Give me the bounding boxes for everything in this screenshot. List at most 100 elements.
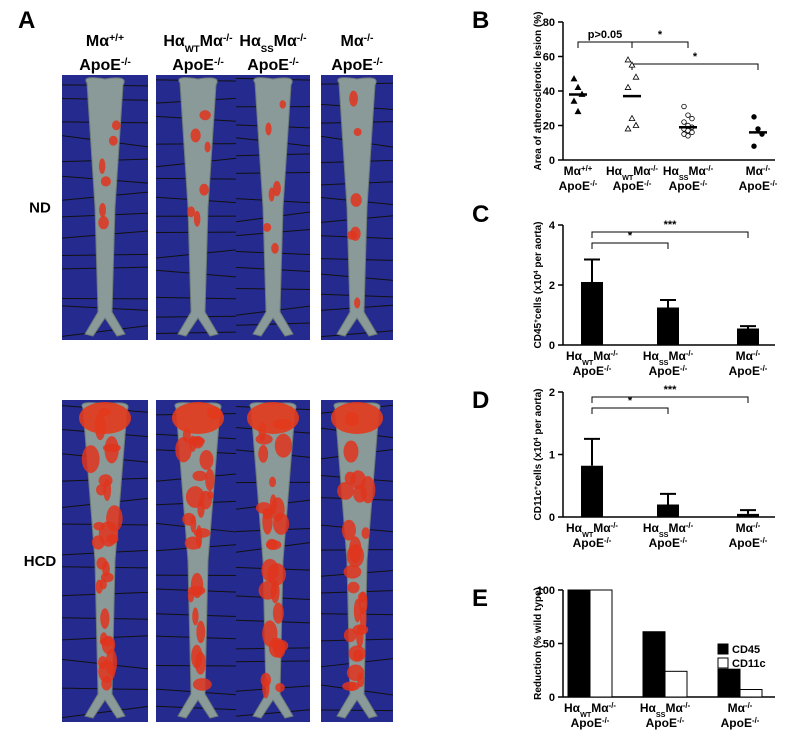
text-segment: ApoE <box>649 536 680 550</box>
panel-label: A <box>18 7 35 34</box>
pin-line <box>155 331 241 334</box>
lesion <box>348 645 366 662</box>
lesion <box>255 502 272 514</box>
y-tick-label: 40 <box>543 86 555 98</box>
x-tick-label: ApoE-/- <box>573 364 612 379</box>
lesion <box>207 490 214 500</box>
lesion <box>341 519 356 541</box>
text-segment: 4 <box>533 270 540 274</box>
text-segment: Mα <box>593 349 611 363</box>
text-segment: SS <box>659 530 669 539</box>
significance-label: * <box>628 230 633 242</box>
y-tick-label: 20 <box>543 121 555 133</box>
lesion <box>269 476 277 488</box>
text-segment: Hα <box>239 33 261 50</box>
significance-label: * <box>628 395 633 407</box>
y-tick-label: 2 <box>549 387 555 399</box>
bar <box>737 513 759 517</box>
row-label: ND <box>29 200 51 217</box>
x-tick-label: Mα-/- <box>736 349 761 364</box>
lesion <box>258 444 269 463</box>
significance-label: p>0.05 <box>588 29 623 41</box>
text-segment: 4 <box>533 437 540 441</box>
text-segment: -/- <box>604 536 612 545</box>
legend-swatch <box>717 657 729 669</box>
lesion <box>347 581 360 594</box>
text-segment: Hα <box>643 521 660 535</box>
text-segment: WT <box>582 530 594 539</box>
y-tick-label: 0 <box>549 512 555 524</box>
text-segment: WT <box>185 44 200 55</box>
column-header: ApoE-/- <box>79 57 131 75</box>
lesion <box>255 433 273 445</box>
lesion <box>272 602 284 624</box>
text-segment: ApoE <box>79 57 121 74</box>
text-segment: Hα <box>564 701 581 715</box>
data-point <box>755 126 761 132</box>
significance-bracket <box>577 41 633 48</box>
lesion <box>343 564 362 579</box>
x-tick-label: Mα+/+ <box>564 164 593 179</box>
lesion <box>192 678 212 691</box>
text-segment: -/- <box>753 521 761 530</box>
text-segment: ApoE <box>331 57 373 74</box>
x-tick-label: HαWTMα-/- <box>566 349 618 367</box>
x-tick-label: Mα-/- <box>728 701 753 716</box>
lesion <box>100 176 111 187</box>
data-point <box>632 73 640 80</box>
x-tick-label: HαWTMα-/- <box>606 164 658 182</box>
data-point <box>681 103 687 110</box>
lesion <box>98 216 109 230</box>
data-point <box>570 75 578 82</box>
text-segment: per aorta) <box>533 389 544 438</box>
significance-label: *** <box>664 219 678 231</box>
lesion <box>182 512 196 526</box>
y-tick-label: 50 <box>543 639 555 651</box>
text-segment: -/- <box>223 33 233 44</box>
column-header: Mα+/+ <box>86 33 124 51</box>
aorta-photo <box>61 400 149 722</box>
lesion <box>205 468 215 492</box>
lesion <box>199 183 209 196</box>
panel-label: D <box>472 387 489 414</box>
bar <box>739 689 763 698</box>
data-point <box>628 114 636 121</box>
lesion <box>344 471 356 485</box>
lesion <box>279 100 287 109</box>
lesion <box>357 672 365 688</box>
pin-line <box>155 705 241 711</box>
text-segment: cells (x10 <box>533 441 544 486</box>
bar <box>642 631 666 698</box>
text-segment: -/- <box>770 179 778 188</box>
data-point <box>570 97 578 104</box>
panel-label: C <box>472 201 489 228</box>
lesion <box>111 120 121 131</box>
text-segment: Hα <box>640 701 657 715</box>
lesion <box>262 677 270 699</box>
significance-label: *** <box>664 384 678 396</box>
y-axis-label: Reduction (% wild type) <box>533 587 544 700</box>
text-segment: WT <box>580 710 592 719</box>
text-segment: -/- <box>686 521 694 530</box>
lesion <box>99 202 107 218</box>
text-segment: + <box>533 319 540 323</box>
data-point <box>685 133 691 139</box>
text-segment: -/- <box>602 716 610 725</box>
significance-bracket <box>591 242 669 249</box>
lesion <box>262 222 272 232</box>
text-segment: Mα <box>274 33 297 50</box>
lesion <box>353 127 362 137</box>
text-segment: ApoE <box>669 179 700 193</box>
lesion <box>262 620 278 647</box>
text-segment: ApoE <box>613 179 644 193</box>
lesion <box>199 450 214 470</box>
y-tick-label: 100 <box>537 585 555 597</box>
lesion <box>199 110 211 121</box>
legend-label: CD11c <box>732 658 766 670</box>
pin-line <box>235 709 311 717</box>
text-segment: -/- <box>706 164 714 173</box>
bar <box>581 282 603 345</box>
y-tick-label: 0 <box>549 155 555 167</box>
significance-label: * <box>693 51 698 63</box>
text-segment: Mα <box>341 33 364 50</box>
